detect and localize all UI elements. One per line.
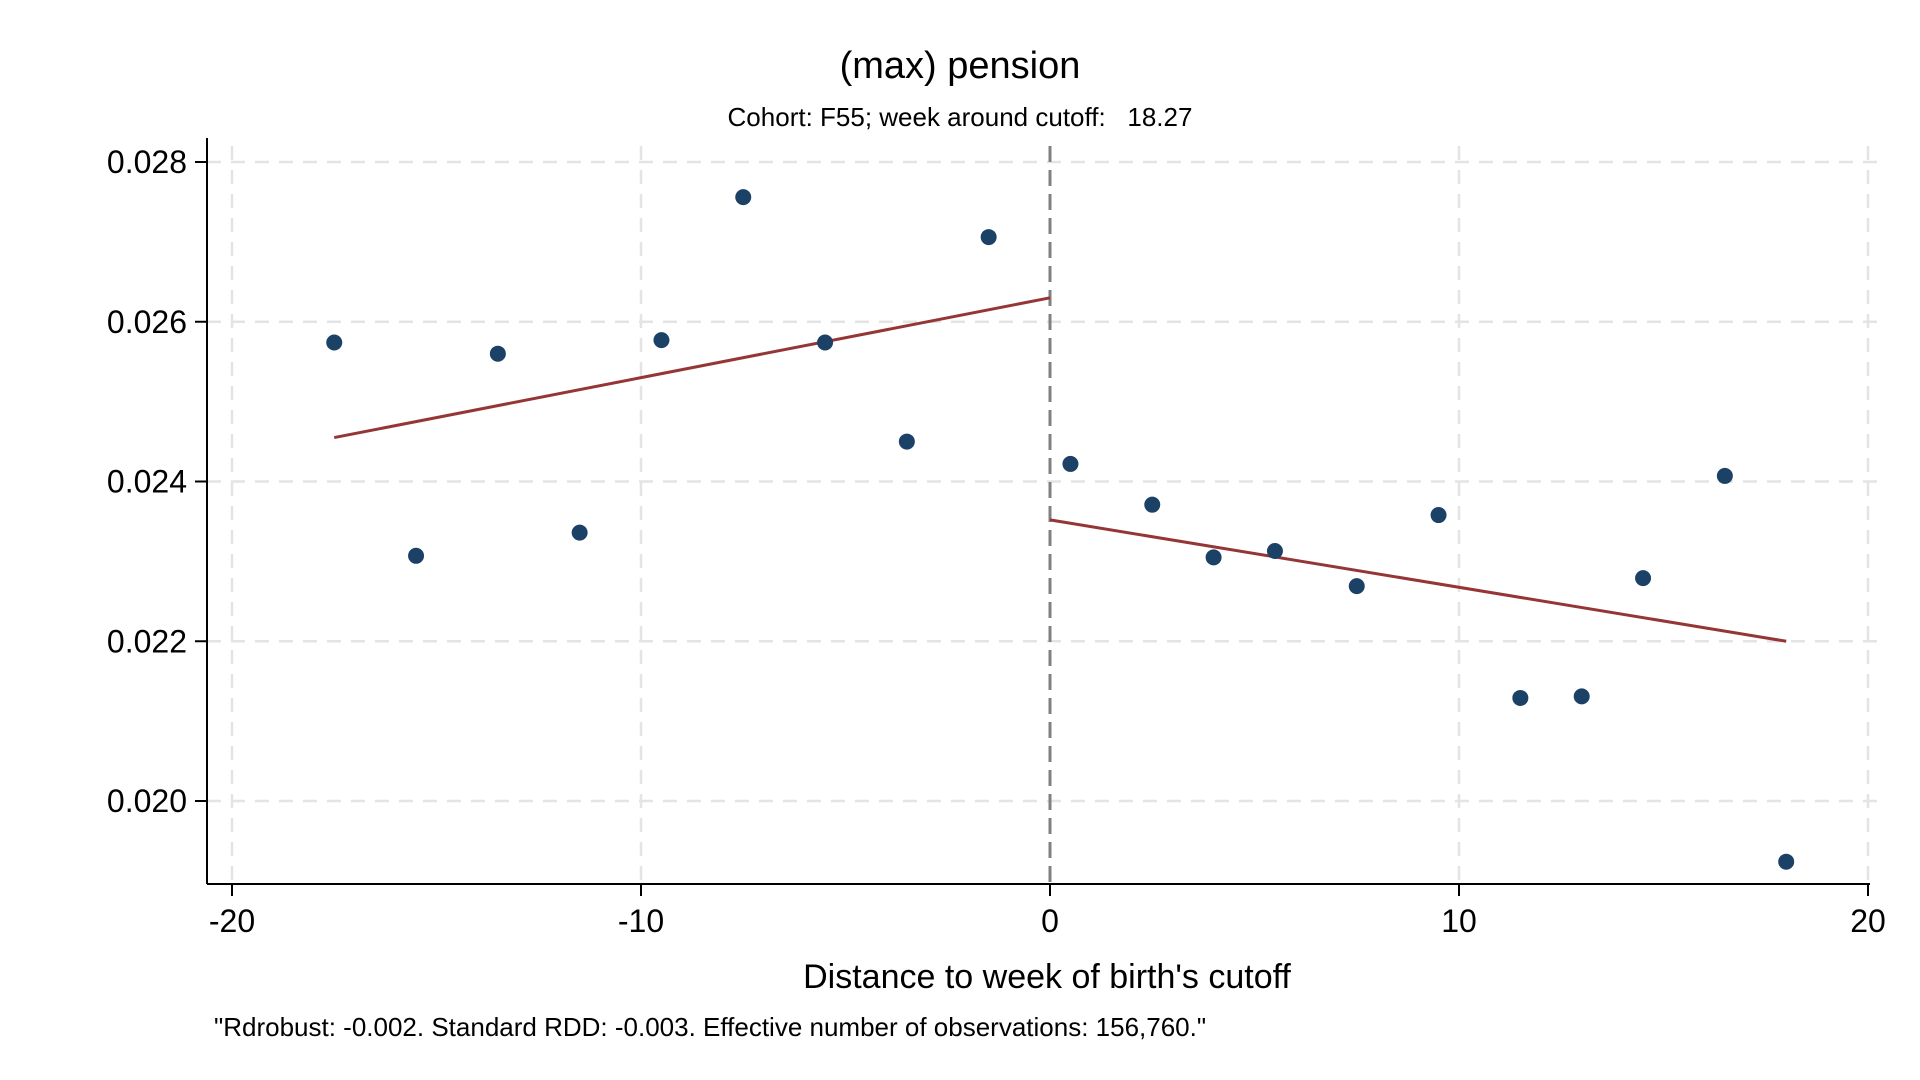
data-point-9 (1062, 455, 1079, 472)
data-point-14 (1430, 507, 1447, 524)
data-point-12 (1266, 542, 1283, 559)
fit-line-right (1049, 518, 1787, 643)
data-point-17 (1635, 570, 1652, 587)
data-point-7 (898, 433, 915, 450)
data-point-6 (817, 334, 834, 351)
chart-title: (max) pension (840, 45, 1081, 87)
data-point-18 (1716, 467, 1733, 484)
data-point-5 (735, 189, 752, 206)
gridlines (207, 146, 1880, 884)
data-point-13 (1348, 578, 1365, 595)
y-tick-label-1: 0.022 (107, 623, 187, 659)
x-tick-label-2: 0 (1041, 903, 1059, 939)
x-axis-title: Distance to week of birth's cutoff (803, 958, 1291, 996)
data-point-2 (489, 345, 506, 362)
data-point-4 (653, 332, 670, 349)
data-point-0 (326, 334, 343, 351)
x-tick-label-4: 20 (1850, 903, 1886, 939)
fit-line-left (333, 296, 1051, 440)
y-tick-label-4: 0.028 (107, 144, 187, 180)
tick-labels: 0.020 0.022 0.024 0.026 0.028 -20 -10 0 10 20 (107, 144, 1886, 939)
data-point-8 (980, 229, 997, 246)
x-tick-label-0: -20 (209, 903, 255, 939)
data-point-19 (1778, 853, 1795, 870)
data-point-16 (1573, 688, 1590, 705)
chart-subtitle: Cohort: F55; week around cutoff: 18.27 (728, 102, 1193, 132)
fit-lines (333, 296, 1787, 643)
data-point-11 (1205, 549, 1222, 566)
data-point-3 (571, 524, 588, 541)
y-tick-label-0: 0.020 (107, 783, 187, 819)
data-point-1 (408, 547, 425, 564)
data-points (326, 189, 1795, 870)
x-tick-label-1: -10 (618, 903, 664, 939)
x-tick-label-3: 10 (1441, 903, 1477, 939)
y-tick-label-2: 0.024 (107, 464, 187, 500)
chart-note: "Rdrobust: -0.002. Standard RDD: -0.003.… (214, 1012, 1206, 1042)
data-point-15 (1512, 689, 1529, 706)
y-tick-label-3: 0.026 (107, 304, 187, 340)
data-point-10 (1144, 496, 1161, 513)
axes (195, 138, 1870, 896)
